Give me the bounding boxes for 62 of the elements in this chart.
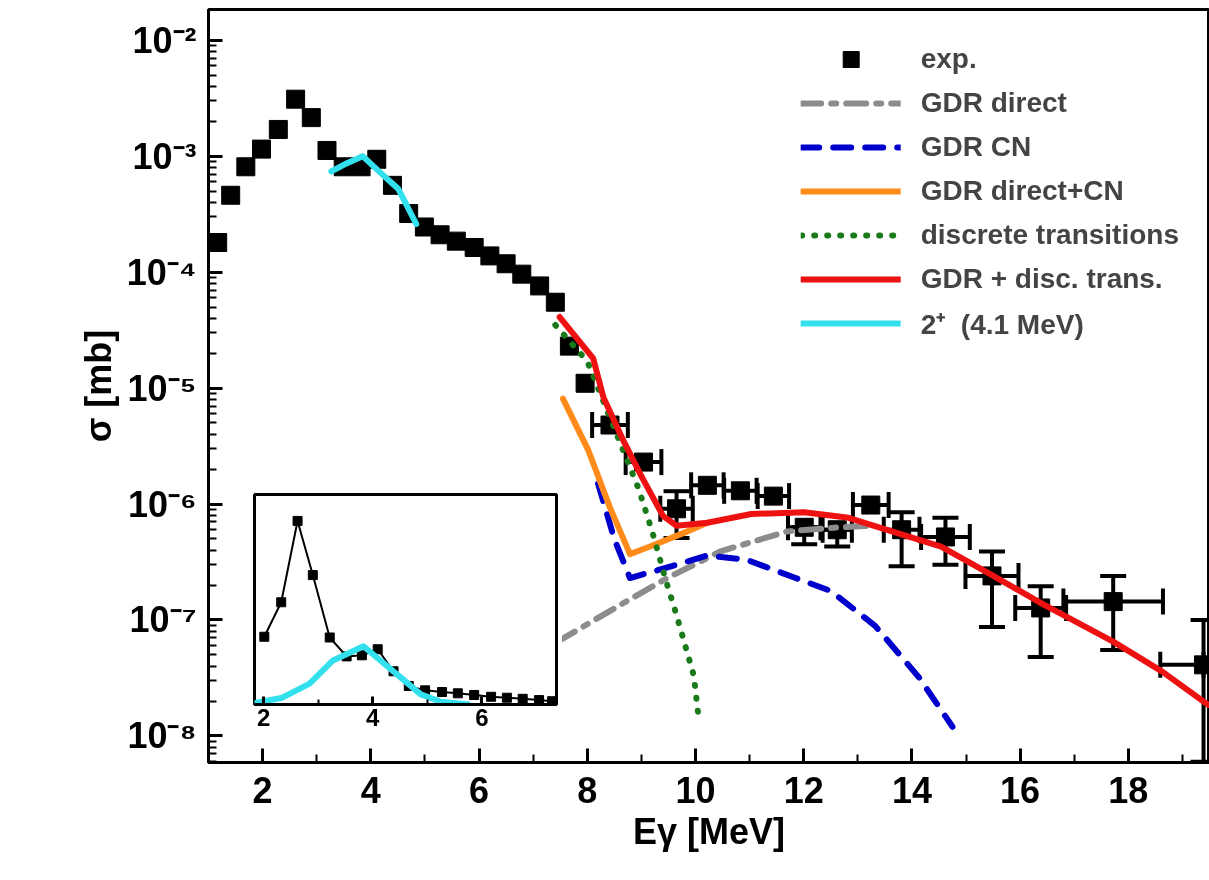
point: [512, 264, 532, 284]
point: [575, 373, 595, 393]
point: [372, 644, 383, 655]
x-tick-label: 12: [783, 769, 824, 811]
y-tick-label: 10⁻³: [132, 135, 197, 177]
point: [667, 499, 687, 519]
legend-label: exp.: [920, 43, 977, 75]
point: [861, 495, 881, 515]
y-tick-label: 10⁻²: [132, 19, 197, 61]
point: [286, 89, 306, 109]
point: [437, 687, 448, 698]
point: [517, 693, 528, 704]
point: [324, 632, 335, 643]
point: [221, 185, 241, 205]
point: [697, 475, 717, 495]
x-tick-label: 14: [891, 769, 932, 811]
point: [268, 119, 288, 139]
x-tick-label: 2: [252, 769, 273, 811]
legend-label: 2⁺ (4.1 MeV): [920, 308, 1084, 342]
y-tick-label: 10⁻⁴: [126, 251, 197, 293]
y-tick-label: 10⁻⁵: [127, 367, 197, 409]
point: [236, 157, 256, 177]
x-tick-label: 10: [675, 769, 716, 811]
point: [730, 481, 750, 501]
point: [252, 139, 272, 159]
point: [292, 515, 303, 526]
x-tick-label: 16: [1000, 769, 1041, 811]
point: [545, 292, 565, 312]
x-tick-label: 18: [1108, 769, 1149, 811]
point: [530, 276, 550, 296]
point: [317, 140, 337, 160]
legend-label: discrete transitions: [920, 219, 1179, 251]
legend-label: GDR CN: [920, 131, 1032, 163]
x-tick-label: 6: [469, 769, 490, 811]
legend-label: GDR + disc. trans.: [920, 263, 1163, 295]
point: [469, 689, 480, 700]
x-tick-label: 2: [257, 703, 271, 731]
point: [452, 688, 463, 699]
point: [1103, 592, 1123, 612]
y-tick-label: 10⁻⁶: [127, 483, 197, 525]
x-axis-title: Eγ [MeV]: [632, 810, 786, 852]
point: [763, 486, 783, 506]
point: [276, 597, 287, 608]
point: [480, 246, 500, 266]
x-tick-label: 6: [475, 703, 489, 731]
point: [501, 692, 512, 703]
legend-label: GDR direct: [920, 87, 1067, 119]
point: [935, 527, 955, 547]
y-tick-label: 10⁻⁷: [129, 599, 197, 641]
legend-label: GDR direct+CN: [920, 175, 1124, 207]
point: [486, 691, 497, 702]
point: [259, 631, 270, 642]
point: [307, 570, 318, 581]
point: [301, 108, 321, 128]
y-tick-label: 10⁻⁸: [127, 715, 197, 757]
point: [446, 231, 466, 251]
x-tick-label: 4: [360, 769, 381, 811]
y-axis-title: σ [mb]: [77, 329, 119, 443]
x-tick-label: 8: [577, 769, 598, 811]
point: [430, 225, 450, 245]
x-tick-label: 4: [366, 703, 381, 731]
point: [496, 254, 516, 274]
